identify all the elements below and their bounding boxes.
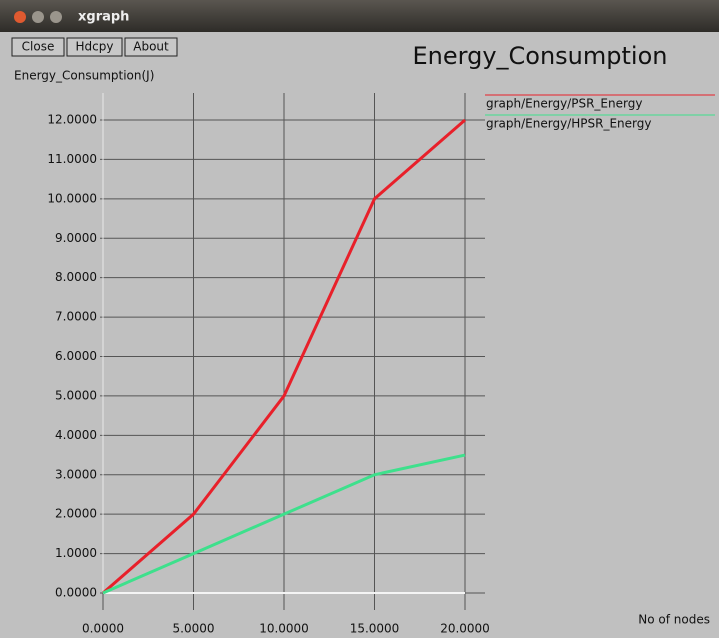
x-axis-label: No of nodes (638, 613, 710, 627)
window-title: xgraph (78, 10, 129, 25)
y-tick-label: 3.0000 (55, 467, 97, 481)
button[interactable] (11, 37, 65, 57)
minimize-window-button[interactable] (32, 11, 44, 23)
y-tick-label: 5.0000 (55, 388, 97, 402)
x-tick-label: 20.0000 (440, 622, 490, 636)
y-tick-label: 0.0000 (55, 586, 97, 600)
series-line (102, 453, 466, 595)
y-tick-label: 2.0000 (55, 507, 97, 521)
y-tick-label: 12.0000 (47, 113, 97, 127)
legend-label: graph/Energy/HPSR_Energy (486, 117, 651, 131)
chart-title: Energy_Consumption (413, 42, 668, 70)
button-label[interactable]: About (133, 40, 169, 54)
y-tick-label: 11.0000 (47, 152, 97, 166)
close-window-button[interactable] (14, 11, 26, 23)
button[interactable] (66, 37, 123, 57)
y-tick-label: 6.0000 (55, 349, 97, 363)
button[interactable] (124, 37, 178, 57)
x-tick-label: 10.0000 (259, 622, 309, 636)
y-tick-label: 7.0000 (55, 310, 97, 324)
title-bar (0, 0, 719, 32)
x-tick-label: 5.0000 (173, 622, 215, 636)
maximize-window-button[interactable] (50, 11, 62, 23)
y-axis-label: Energy_Consumption(J) (14, 69, 154, 83)
button-label[interactable]: Hdcpy (76, 40, 114, 54)
y-tick-label: 8.0000 (55, 270, 97, 284)
x-tick-label: 0.0000 (82, 622, 124, 636)
y-tick-label: 1.0000 (55, 546, 97, 560)
x-tick-label: 15.0000 (350, 622, 400, 636)
button-bar: Close Hdcpy About (11, 37, 178, 57)
y-tick-label: 9.0000 (55, 231, 97, 245)
legend-label: graph/Energy/PSR_Energy (486, 97, 642, 111)
button-label[interactable]: Close (22, 40, 55, 54)
y-tick-label: 4.0000 (55, 428, 97, 442)
series-line (102, 118, 466, 595)
y-tick-label: 10.0000 (47, 191, 97, 205)
